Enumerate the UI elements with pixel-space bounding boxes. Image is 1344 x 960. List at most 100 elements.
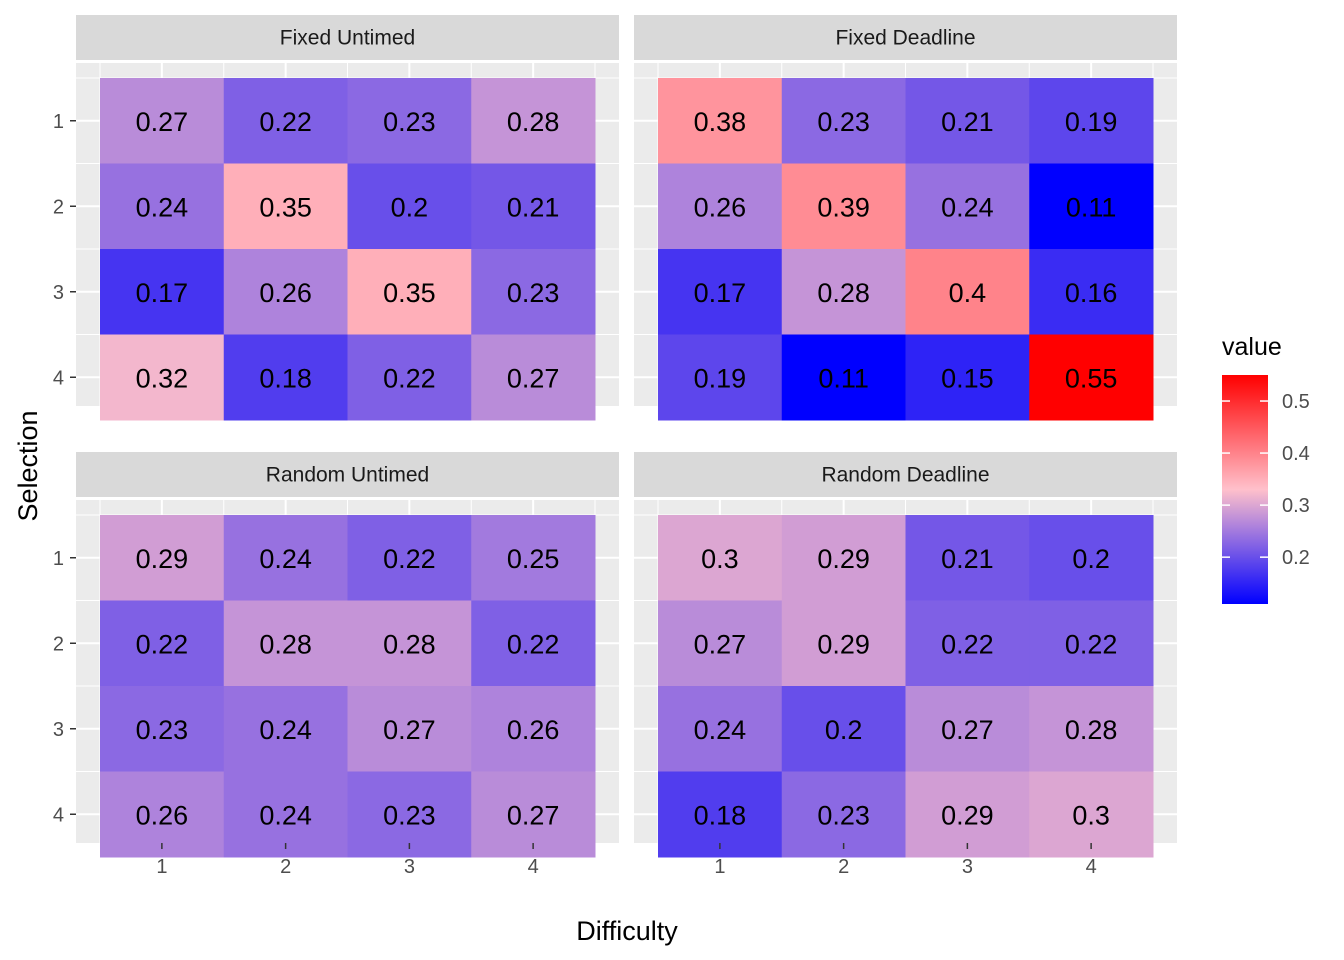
heatmap-tile [658, 78, 783, 164]
heatmap-cell-label: 0.29 [136, 544, 189, 574]
heatmap-tile [905, 334, 1030, 421]
x-axes: 1 2 3 4 1 2 3 4 [156, 843, 1097, 878]
y-tick-label: 4 [53, 367, 64, 389]
heatmap-tile [100, 334, 225, 421]
heatmap-tile [781, 515, 906, 601]
heatmap-cell-label: 0.25 [507, 544, 560, 574]
x-tick-label: 1 [156, 856, 167, 878]
heatmap-cell-label: 0.24 [941, 192, 994, 222]
heatmap-cell-label: 0.17 [136, 278, 189, 308]
heatmap-tile [223, 163, 348, 250]
heatmap-tile [100, 600, 225, 687]
heatmap-cell-label: 0.11 [818, 363, 869, 393]
heatmap-cell-label: 0.27 [507, 800, 560, 830]
heatmap-tile [223, 686, 348, 772]
heatmap-cell-label: 0.28 [383, 629, 436, 659]
heatmap-tile [781, 334, 906, 421]
facet-panel: Random Deadline 0.3 0.29 0.21 0.2 0.27 0.29 0.2… [634, 452, 1177, 858]
heatmap-cell-label: 0.26 [694, 192, 747, 222]
heatmap-tile [100, 163, 225, 250]
heatmap-cell-label: 0.29 [817, 544, 870, 574]
heatmap-tile [223, 78, 348, 164]
heatmap-tile [1029, 515, 1154, 601]
facet-panel: Random Untimed 0.29 0.24 0.22 0.25 0.22 0.28 0.… [76, 452, 619, 858]
heatmap-tile [905, 515, 1030, 601]
heatmap-tile [471, 515, 596, 601]
heatmap-cell-label: 0.23 [383, 800, 436, 830]
heatmap-tile [471, 600, 596, 687]
heatmap-cell-label: 0.3 [1072, 800, 1110, 830]
heatmap-cell-label: 0.39 [817, 192, 870, 222]
facet-panel: Fixed Deadline 0.38 0.23 0.21 0.19 0.26 0.39 0.… [634, 15, 1177, 421]
heatmap-tile [223, 249, 348, 335]
facet-strip [634, 15, 1177, 60]
y-axes: 1 2 3 4 1 2 3 4 [53, 111, 76, 826]
heatmap-cell-label: 0.19 [1065, 107, 1118, 137]
heatmap-cell-label: 0.22 [383, 544, 436, 574]
y-tick-label: 3 [53, 282, 64, 304]
heatmap-tile [347, 78, 472, 164]
heatmap-cell-label: 0.2 [1072, 544, 1110, 574]
facet-panels: Fixed Untimed 0.27 0.22 0.23 0.28 0.24 0.35 0.2… [76, 15, 1177, 858]
x-tick-label: 1 [714, 856, 725, 878]
legend-tick-label: 0.5 [1282, 391, 1310, 413]
facet-strip [634, 452, 1177, 497]
heatmap-tile [781, 600, 906, 687]
heatmap-cell-label: 0.4 [949, 278, 987, 308]
heatmap-tile [1029, 600, 1154, 687]
heatmap-tile [347, 334, 472, 421]
heatmap-tile [223, 600, 348, 687]
heatmap-tile [1029, 249, 1154, 335]
heatmap-tile [658, 686, 783, 772]
heatmap-cell-label: 0.17 [694, 278, 747, 308]
heatmap-cell-label: 0.22 [1065, 629, 1118, 659]
y-tick-label: 4 [53, 804, 64, 826]
heatmap-cell-label: 0.23 [817, 800, 870, 830]
facet-strip [76, 452, 619, 497]
heatmap-cell-label: 0.29 [941, 800, 994, 830]
heatmap-tile [471, 249, 596, 335]
facet-strip-label: Fixed Untimed [280, 27, 415, 50]
heatmap-cell-label: 0.28 [1065, 715, 1118, 745]
heatmap-cell-label: 0.28 [507, 107, 560, 137]
heatmap-cell-label: 0.23 [136, 715, 189, 745]
heatmap-cell-label: 0.35 [259, 192, 312, 222]
heatmap-tile [781, 163, 906, 250]
heatmap-cell-label: 0.24 [136, 192, 189, 222]
heatmap-tile [781, 78, 906, 164]
heatmap-cell-label: 0.27 [507, 363, 560, 393]
x-axis-title: Difficulty [576, 916, 678, 946]
legend-colorbar [1222, 375, 1268, 604]
heatmap-tile [781, 686, 906, 772]
heatmap-tile [347, 249, 472, 335]
heatmap-tile [658, 600, 783, 687]
heatmap-cell-label: 0.24 [259, 544, 312, 574]
heatmap-cell-label: 0.2 [391, 192, 429, 222]
heatmap-tile [905, 78, 1030, 164]
heatmap-cell-label: 0.22 [941, 629, 994, 659]
heatmap-tile [658, 334, 783, 421]
x-tick-label: 2 [838, 856, 849, 878]
legend-ticks: 0.2 0.3 0.4 0.5 [1222, 391, 1310, 569]
x-tick-label: 2 [280, 856, 291, 878]
heatmap-cell-label: 0.23 [817, 107, 870, 137]
heatmap-cell-label: 0.15 [941, 363, 994, 393]
heatmap-tile [471, 163, 596, 250]
heatmap-cell-label: 0.29 [817, 629, 870, 659]
facet-strip-label: Random Deadline [821, 464, 989, 487]
facet-panel: Fixed Untimed 0.27 0.22 0.23 0.28 0.24 0.35 0.2… [76, 15, 619, 421]
heatmap-tile [658, 515, 783, 601]
heatmap-cell-label: 0.23 [383, 107, 436, 137]
heatmap-tile [1029, 334, 1154, 421]
heatmap-cell-label: 0.28 [817, 278, 870, 308]
legend-tick-label: 0.4 [1282, 443, 1310, 465]
heatmap-cell-label: 0.22 [507, 629, 560, 659]
heatmap-cell-label: 0.18 [694, 800, 747, 830]
heatmap-cell-label: 0.26 [259, 278, 312, 308]
x-tick-label: 4 [528, 856, 539, 878]
heatmap-cell-label: 0.21 [941, 544, 994, 574]
heatmap-tile [347, 686, 472, 772]
heatmap-tile [905, 600, 1030, 687]
legend-tick-label: 0.3 [1282, 495, 1310, 517]
